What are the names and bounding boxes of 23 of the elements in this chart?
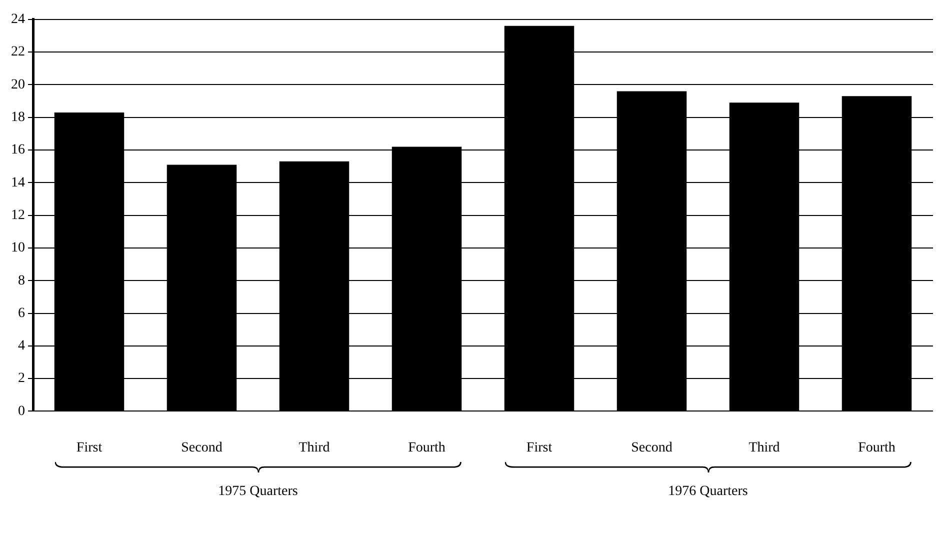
text: 1976 Quarters (668, 484, 748, 499)
x-tick-label: Second (181, 440, 222, 456)
y-tick-label: 8 (18, 273, 25, 288)
x-tick-label: First (526, 440, 552, 456)
y-tick-label: 14 (11, 175, 25, 190)
y-tick-label: 24 (11, 12, 25, 28)
y-tick-label: 6 (18, 306, 25, 321)
x-tick-label: First (76, 440, 102, 456)
y-tick-label: 10 (11, 240, 25, 256)
y-tick-label: 0 (18, 404, 25, 419)
y-tick-label: 12 (11, 208, 25, 223)
x-tick-label: Second (631, 440, 672, 456)
x-tick-label: Fourth (408, 440, 446, 456)
y-tick-label: 18 (11, 110, 25, 126)
y-tick-label: 20 (11, 77, 25, 92)
y-tick-label: 22 (11, 44, 25, 60)
y-tick-label: 2 (18, 371, 25, 386)
text: 1975 Quarters (218, 484, 298, 499)
x-tick-label: Fourth (858, 440, 896, 456)
x-tick-label: Third (298, 440, 330, 456)
y-tick-label: 16 (11, 142, 25, 158)
x-tick-label: Third (748, 440, 780, 456)
y-tick-label: 4 (18, 338, 25, 354)
